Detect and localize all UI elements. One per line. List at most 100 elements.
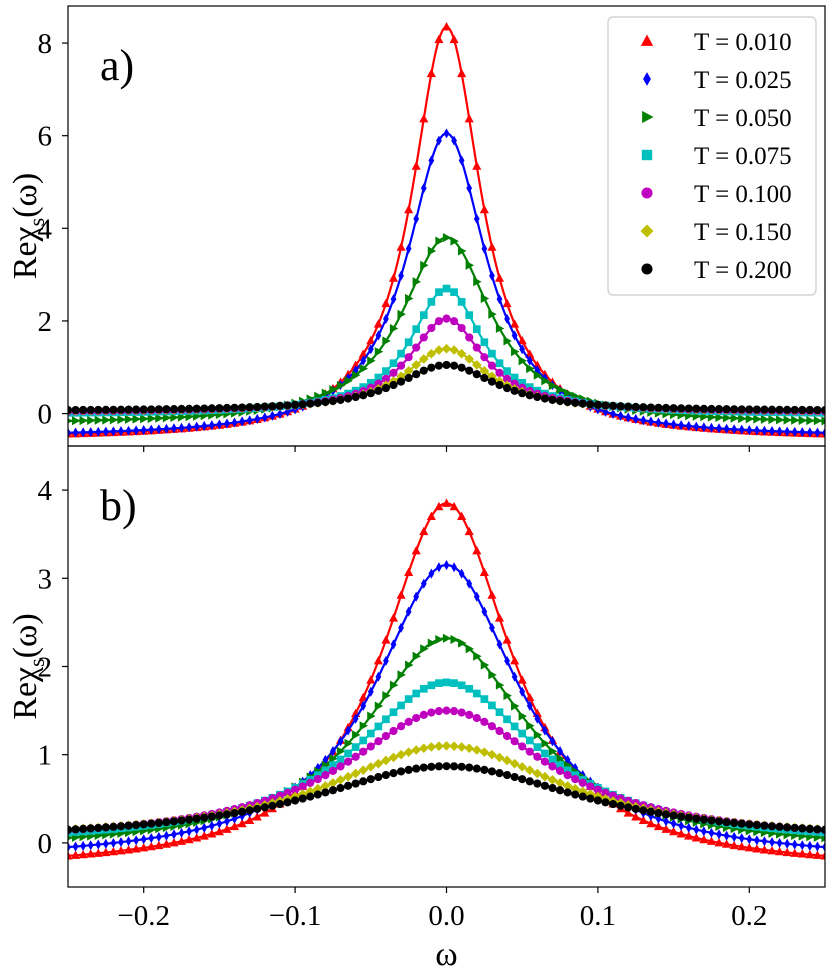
legend-entry: T = 0.050 <box>642 105 792 132</box>
data-point <box>388 613 399 622</box>
data-point <box>526 721 535 731</box>
data-point <box>564 388 573 398</box>
data-point <box>457 363 466 372</box>
data-point <box>617 410 624 421</box>
data-point <box>426 742 437 752</box>
data-point <box>419 526 429 536</box>
data-point <box>101 823 110 832</box>
data-point <box>716 829 722 840</box>
data-point <box>465 311 474 319</box>
data-point <box>767 405 777 414</box>
data-point <box>388 273 399 282</box>
data-point <box>767 845 777 855</box>
data-point <box>367 356 376 366</box>
data-point <box>412 713 421 723</box>
data-point <box>753 835 760 846</box>
data-point <box>215 811 224 820</box>
data-point <box>548 783 557 793</box>
data-point <box>224 418 230 429</box>
data-point <box>186 422 192 433</box>
data-point <box>366 742 375 751</box>
data-point <box>456 348 467 359</box>
data-point <box>601 401 610 410</box>
data-point <box>436 135 442 146</box>
data-point <box>298 794 307 803</box>
data-point <box>427 638 437 648</box>
legend-label: T = 0.200 <box>694 257 792 284</box>
data-point <box>533 752 542 761</box>
data-point <box>359 364 369 374</box>
data-point <box>169 405 179 414</box>
data-point <box>117 415 126 425</box>
data-point <box>200 813 209 822</box>
data-point <box>215 404 224 413</box>
data-point <box>404 338 413 347</box>
data-point <box>806 416 815 426</box>
data-point <box>820 825 825 834</box>
data-point <box>608 401 618 410</box>
data-point <box>124 414 134 424</box>
y-tick-label: 0 <box>38 399 53 431</box>
data-point <box>313 775 322 784</box>
data-point <box>162 818 171 827</box>
data-point <box>95 426 102 437</box>
data-point <box>693 824 700 835</box>
data-point <box>382 715 390 724</box>
data-point <box>389 323 399 334</box>
data-point <box>593 796 602 805</box>
data-point <box>548 746 558 756</box>
data-point <box>125 425 132 436</box>
data-point <box>359 736 368 745</box>
data-point <box>443 128 450 139</box>
data-point <box>110 837 117 849</box>
data-point <box>367 711 376 721</box>
data-point <box>556 761 564 769</box>
data-point <box>420 644 429 654</box>
data-point <box>418 743 429 754</box>
data-point <box>495 680 505 690</box>
data-point <box>176 836 187 845</box>
data-point <box>95 839 102 850</box>
data-point <box>367 686 374 697</box>
data-point <box>178 422 185 433</box>
data-point <box>426 68 436 78</box>
data-point <box>351 743 360 751</box>
data-point <box>502 731 512 741</box>
x-tick-label: 0.2 <box>731 900 767 932</box>
data-point <box>714 405 724 414</box>
data-point <box>472 325 481 333</box>
data-point <box>473 591 480 602</box>
data-point <box>132 414 141 424</box>
data-point <box>411 745 422 755</box>
data-point <box>275 800 285 809</box>
data-point <box>775 405 784 414</box>
data-point <box>412 325 421 333</box>
data-point <box>661 403 671 413</box>
data-point <box>776 837 783 849</box>
data-point <box>405 243 412 254</box>
data-point <box>752 820 761 830</box>
data-point <box>586 782 595 791</box>
data-point <box>109 405 118 414</box>
data-point <box>404 717 413 726</box>
data-point <box>631 402 640 412</box>
data-point <box>730 818 739 828</box>
data-point <box>457 762 466 771</box>
y-tick-label: 4 <box>38 475 53 507</box>
data-point <box>169 817 179 826</box>
data-point <box>427 298 436 306</box>
data-point <box>790 848 800 857</box>
data-point <box>494 752 505 763</box>
data-point <box>260 402 269 411</box>
data-point <box>624 803 633 812</box>
data-point <box>71 825 80 834</box>
data-point <box>457 323 466 333</box>
data-point <box>306 792 315 801</box>
data-point <box>434 762 444 771</box>
data-point <box>449 361 459 370</box>
data-point <box>320 781 331 791</box>
data-point <box>87 427 94 438</box>
data-point <box>329 754 338 764</box>
data-point <box>80 427 87 438</box>
y-axis-label: Reχs(ω) <box>7 613 49 719</box>
